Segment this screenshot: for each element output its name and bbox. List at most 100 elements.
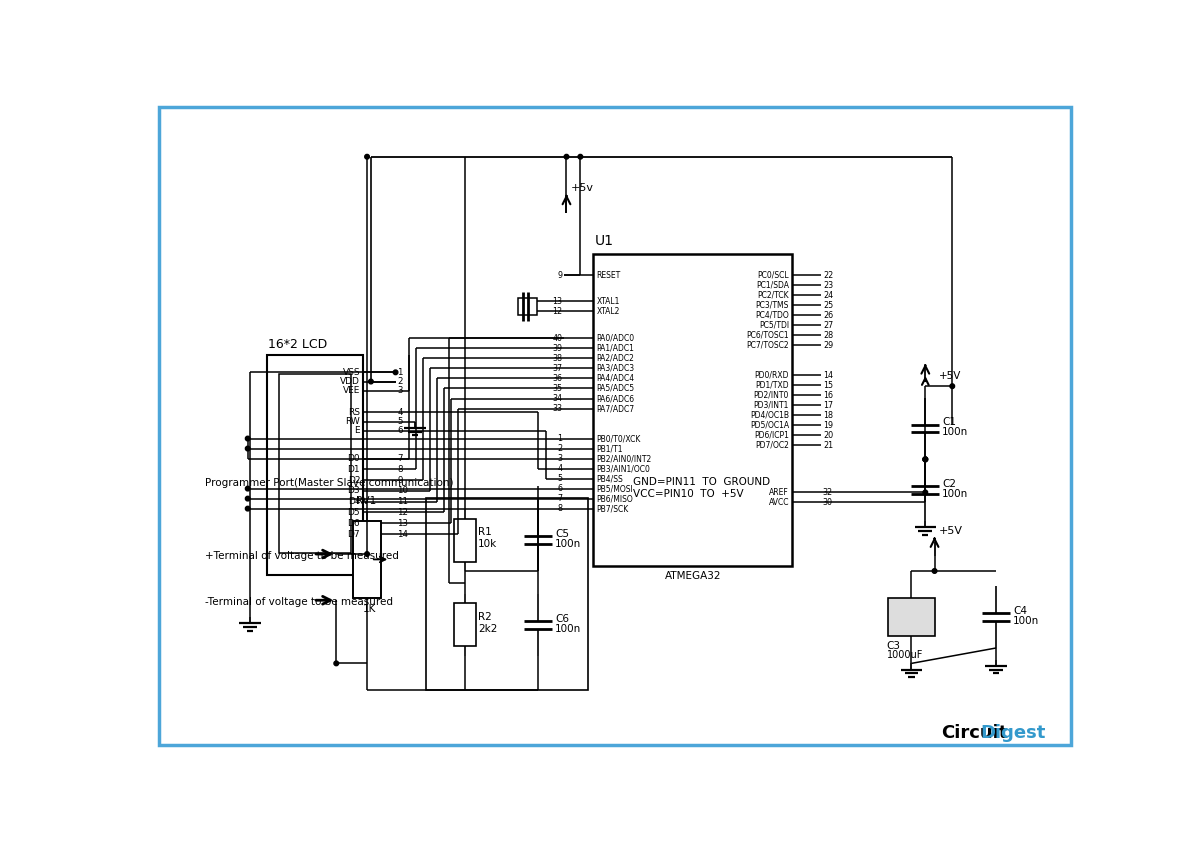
Text: 4: 4: [558, 464, 563, 473]
Text: E: E: [354, 426, 360, 436]
Bar: [518, 298, 538, 316]
Text: PB5/MOSI: PB5/MOSI: [596, 484, 634, 493]
Text: +5V: +5V: [940, 371, 961, 381]
Circle shape: [245, 496, 250, 500]
Text: 1K: 1K: [362, 603, 376, 614]
Text: 39: 39: [552, 344, 563, 353]
Text: 8: 8: [558, 504, 563, 513]
Text: PB1/T1: PB1/T1: [596, 444, 623, 453]
Bar: [280, 374, 350, 554]
Text: D7: D7: [348, 529, 360, 538]
Text: 20: 20: [823, 431, 833, 440]
Text: 6: 6: [397, 426, 402, 436]
Text: PA4/ADC4: PA4/ADC4: [596, 374, 635, 383]
Text: D2: D2: [348, 476, 360, 484]
Text: 4: 4: [397, 408, 402, 417]
Text: 38: 38: [553, 354, 563, 363]
Circle shape: [245, 436, 250, 441]
Text: VDD: VDD: [341, 377, 360, 386]
Text: D5: D5: [348, 508, 360, 517]
Bar: [353, 521, 380, 598]
Text: PB0/T0/XCK: PB0/T0/XCK: [596, 434, 641, 443]
Text: PB6/MISO: PB6/MISO: [596, 494, 634, 503]
Text: 6: 6: [558, 484, 563, 493]
Text: PA0/ADC0: PA0/ADC0: [596, 334, 635, 343]
Text: 11: 11: [397, 497, 408, 506]
Text: RW: RW: [346, 417, 360, 426]
Bar: [454, 518, 475, 562]
Text: -Terminal of voltage to be measured: -Terminal of voltage to be measured: [204, 597, 392, 607]
Bar: [888, 598, 935, 636]
Bar: [454, 603, 475, 647]
Text: 2k2: 2k2: [478, 624, 497, 634]
Text: 26: 26: [823, 311, 833, 320]
Text: 33: 33: [553, 404, 563, 413]
Text: R2: R2: [478, 612, 492, 622]
Bar: [594, 254, 792, 565]
Text: 2: 2: [397, 377, 402, 386]
Text: 9: 9: [397, 476, 402, 484]
Text: C5: C5: [554, 529, 569, 539]
Text: PD4/OC1B: PD4/OC1B: [750, 411, 790, 420]
Text: 5: 5: [558, 474, 563, 483]
Text: 22: 22: [823, 271, 833, 280]
Text: ATMEGA32: ATMEGA32: [665, 571, 721, 582]
Text: PD3/INT1: PD3/INT1: [754, 401, 790, 410]
Text: PC4/TDO: PC4/TDO: [755, 311, 790, 320]
Circle shape: [245, 486, 250, 491]
Text: 100n: 100n: [1013, 616, 1039, 626]
Text: 36: 36: [553, 374, 563, 383]
Text: RS: RS: [348, 408, 360, 417]
Text: PC6/TOSC1: PC6/TOSC1: [746, 331, 790, 340]
Text: PC5/TDI: PC5/TDI: [758, 321, 790, 330]
Text: 100n: 100n: [942, 489, 968, 499]
Bar: [266, 355, 364, 575]
Text: 25: 25: [823, 300, 833, 310]
Text: PA3/ADC3: PA3/ADC3: [596, 364, 635, 373]
Text: 30: 30: [823, 498, 833, 507]
Text: PB3/AIN1/OC0: PB3/AIN1/OC0: [596, 464, 650, 473]
Text: 16*2 LCD: 16*2 LCD: [269, 338, 328, 351]
Text: RESET: RESET: [596, 271, 620, 280]
Text: PA1/ADC1: PA1/ADC1: [596, 344, 635, 353]
Text: PA5/ADC5: PA5/ADC5: [596, 384, 635, 393]
Text: 1000uF: 1000uF: [887, 650, 923, 660]
Text: D0: D0: [348, 454, 360, 463]
Text: 28: 28: [823, 331, 833, 340]
Text: +Terminal of voltage to be measured: +Terminal of voltage to be measured: [204, 550, 398, 560]
Text: C2: C2: [942, 479, 956, 489]
Text: 3: 3: [558, 454, 563, 463]
Text: C6: C6: [554, 614, 569, 624]
Text: 14: 14: [397, 529, 408, 538]
Text: 13: 13: [397, 519, 408, 528]
Text: 27: 27: [823, 321, 833, 330]
Text: C1: C1: [942, 418, 956, 427]
Text: 34: 34: [553, 394, 563, 403]
Text: 5: 5: [397, 417, 402, 426]
Text: 7: 7: [397, 454, 402, 463]
Text: PC7/TOSC2: PC7/TOSC2: [746, 341, 790, 350]
Text: 24: 24: [823, 291, 833, 300]
Text: XTAL1: XTAL1: [596, 297, 620, 306]
Text: 9: 9: [558, 271, 563, 280]
Text: 15: 15: [823, 381, 833, 390]
Text: PD5/OC1A: PD5/OC1A: [750, 421, 790, 430]
Text: PC3/TMS: PC3/TMS: [756, 300, 790, 310]
Circle shape: [365, 154, 370, 159]
Text: Circuit: Circuit: [941, 723, 1008, 742]
Text: PD1/TXD: PD1/TXD: [755, 381, 790, 390]
Text: 1: 1: [558, 434, 563, 443]
Text: PA7/ADC7: PA7/ADC7: [596, 404, 635, 413]
Bar: [426, 498, 588, 690]
Circle shape: [932, 569, 937, 573]
Text: 35: 35: [552, 384, 563, 393]
Text: PB2/AIN0/INT2: PB2/AIN0/INT2: [596, 454, 652, 463]
Circle shape: [334, 661, 338, 666]
Text: GND=PIN11  TO  GROUND: GND=PIN11 TO GROUND: [634, 478, 770, 488]
Text: D1: D1: [348, 465, 360, 473]
Text: 29: 29: [823, 341, 833, 350]
Text: 7: 7: [558, 494, 563, 503]
Text: AREF: AREF: [769, 488, 790, 497]
Text: PB4/SS: PB4/SS: [596, 474, 623, 483]
Text: D4: D4: [348, 497, 360, 506]
